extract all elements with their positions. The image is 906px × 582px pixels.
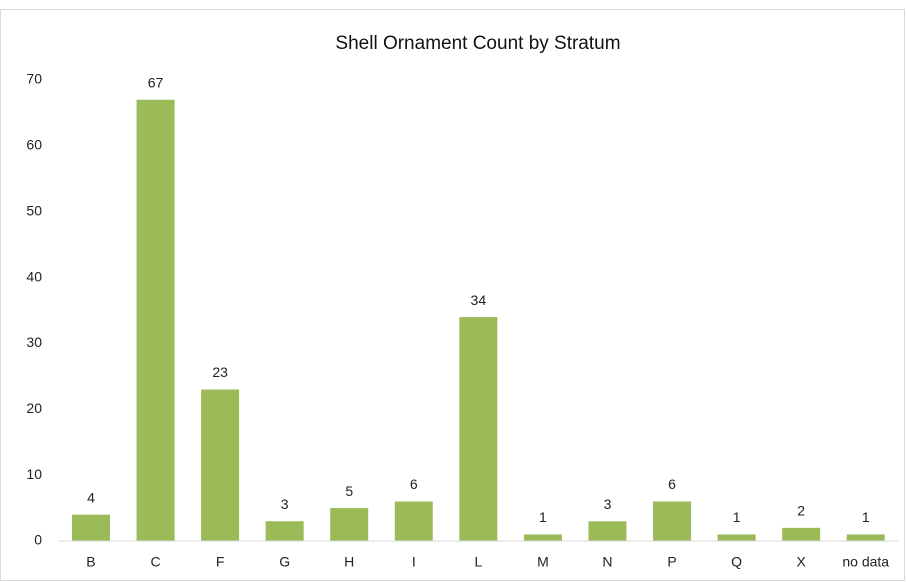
bar	[717, 534, 756, 541]
y-tick-label: 70	[26, 71, 42, 87]
chart-border	[0, 9, 905, 581]
y-tick-label: 20	[26, 400, 42, 416]
y-tick-label: 10	[26, 466, 42, 482]
data-label: 3	[281, 496, 289, 512]
x-tick-label: N	[602, 554, 612, 570]
x-tick-label: I	[412, 554, 416, 570]
bar	[265, 521, 304, 541]
bar	[523, 534, 562, 541]
bar	[588, 521, 627, 541]
data-label: 34	[471, 292, 487, 308]
x-tick-label: P	[667, 554, 676, 570]
bar	[782, 527, 821, 541]
y-tick-label: 50	[26, 202, 42, 218]
x-tick-label: no data	[842, 554, 889, 570]
x-tick-label: H	[344, 554, 354, 570]
x-tick-label: F	[216, 554, 225, 570]
data-label: 67	[148, 74, 164, 90]
x-tick-label: B	[86, 554, 95, 570]
bar	[653, 501, 692, 541]
bar	[136, 99, 175, 541]
y-tick-label: 0	[34, 532, 42, 548]
bar	[394, 501, 433, 541]
bar	[71, 514, 110, 541]
data-label: 6	[410, 476, 418, 492]
bar	[330, 508, 369, 541]
x-tick-label: C	[150, 554, 160, 570]
y-tick-label: 40	[26, 268, 42, 284]
data-label: 6	[668, 476, 676, 492]
data-label: 2	[797, 503, 805, 519]
data-label: 1	[733, 509, 741, 525]
bar	[459, 317, 498, 541]
data-label: 3	[604, 496, 612, 512]
x-tick-label: Q	[731, 554, 742, 570]
bar	[201, 389, 240, 541]
chart-title: Shell Ornament Count by Stratum	[335, 33, 620, 54]
x-tick-label: X	[796, 554, 806, 570]
data-label: 1	[539, 509, 547, 525]
data-label: 5	[345, 483, 353, 499]
data-label: 4	[87, 489, 95, 505]
x-tick-label: G	[279, 554, 290, 570]
y-tick-label: 60	[26, 137, 42, 153]
x-tick-label: L	[474, 554, 482, 570]
x-tick-label: M	[537, 554, 549, 570]
y-tick-label: 30	[26, 334, 42, 350]
bar	[846, 534, 885, 541]
data-label: 23	[212, 364, 228, 380]
data-label: 1	[862, 509, 870, 525]
